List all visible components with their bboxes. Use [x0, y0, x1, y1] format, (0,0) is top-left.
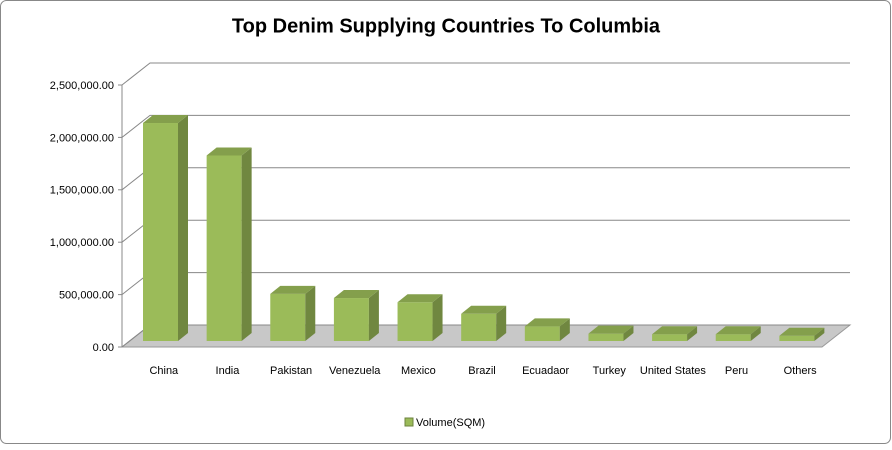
bar-side	[178, 115, 188, 342]
x-tick-label: Pakistan	[270, 365, 312, 377]
bar-front	[779, 335, 815, 341]
bar-side	[368, 290, 379, 341]
x-tick-label: India	[216, 365, 241, 377]
bar-front	[652, 334, 688, 341]
bar-side	[241, 147, 252, 341]
bar-front	[206, 155, 242, 341]
y-tick-label: 0.00	[93, 342, 114, 354]
y-tick-label: 1,500,000.00	[50, 185, 114, 197]
bar-front	[397, 302, 433, 341]
y-tick-label: 1,000,000.00	[50, 237, 114, 249]
bar-top	[461, 305, 507, 314]
x-tick-label: Venezuela	[329, 365, 381, 377]
bar-front	[270, 293, 306, 341]
bar-top	[206, 147, 252, 156]
y-tick-label: 2,500,000.00	[50, 80, 114, 92]
bar-top	[715, 326, 761, 335]
grid-line	[121, 114, 850, 138]
bar-side	[496, 305, 507, 341]
bar-front	[333, 298, 369, 341]
bar-side	[687, 326, 698, 341]
bar-top	[397, 294, 443, 303]
bar-side	[623, 325, 634, 341]
bar-side	[814, 327, 825, 341]
legend-label: Volume(SQM)	[416, 417, 485, 429]
bar-top	[779, 327, 825, 336]
x-tick-label: Mexico	[401, 365, 436, 377]
bar-side	[750, 326, 761, 341]
x-tick-label: Ecuadaor	[522, 365, 569, 377]
bar-side	[305, 285, 316, 341]
bar-top	[333, 290, 379, 299]
x-tick-label: China	[149, 365, 179, 377]
grid-line	[121, 62, 850, 86]
bar-front	[524, 326, 560, 341]
bar-top	[652, 326, 698, 335]
x-tick-label: United States	[640, 365, 707, 377]
bar-front	[143, 123, 178, 342]
bar-top	[270, 285, 316, 294]
bar-top	[524, 318, 570, 327]
bar-top	[143, 115, 188, 124]
y-tick-label: 2,000,000.00	[50, 132, 114, 144]
x-tick-label: Turkey	[593, 365, 627, 377]
chart-title: Top Denim Supplying Countries To Columbi…	[232, 15, 661, 37]
bar-front	[715, 334, 751, 341]
x-tick-label: Others	[784, 365, 818, 377]
bar-side	[432, 294, 443, 341]
x-tick-label: Brazil	[468, 365, 496, 377]
x-tick-label: Peru	[725, 365, 748, 377]
bar-front	[588, 333, 624, 341]
bar-top	[588, 325, 634, 334]
legend-swatch	[404, 417, 414, 427]
y-tick-label: 500,000.00	[59, 290, 114, 302]
bar-side	[559, 318, 570, 341]
bar-front	[461, 313, 497, 341]
